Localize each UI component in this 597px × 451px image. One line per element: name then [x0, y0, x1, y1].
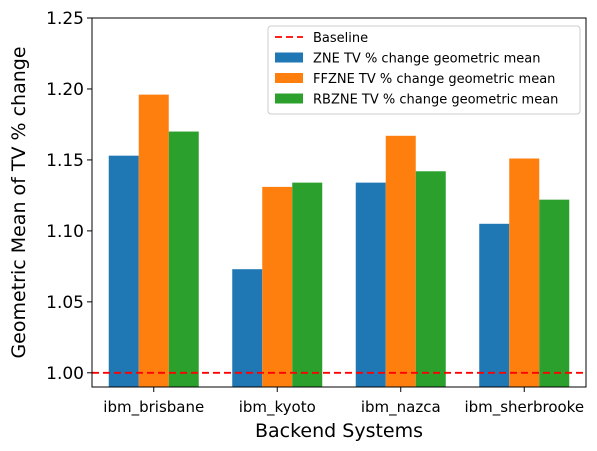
legend-swatch-series-2 — [275, 73, 303, 83]
legend-label-baseline: Baseline — [313, 31, 368, 46]
y-tick-label: 1.10 — [46, 222, 84, 242]
legend-label-series-3: RBZNE TV % change geometric mean — [313, 93, 558, 108]
bar-ibm_brisbane-series-3 — [168, 131, 199, 387]
legend-swatch-series-1 — [275, 52, 303, 63]
x-tick-label: ibm_kyoto — [239, 398, 316, 417]
bar-ibm_nazca-series-3 — [415, 171, 446, 387]
legend-box — [267, 25, 581, 115]
legend-swatch-series-3 — [275, 93, 303, 104]
bars — [108, 94, 570, 387]
legend: Baseline ZNE TV % change geometric mean F… — [267, 25, 581, 115]
bar-ibm_kyoto-series-1 — [232, 269, 263, 387]
bar-ibm_nazca-series-2 — [385, 135, 416, 387]
x-tick-label: ibm_brisbane — [103, 398, 204, 417]
bar-ibm_brisbane-series-2 — [138, 94, 169, 387]
bar-ibm_sherbrooke-series-1 — [479, 223, 510, 387]
y-tick-label: 1.25 — [46, 9, 84, 29]
y-axis-ticks: 1.00 1.05 1.10 1.15 1.20 1.25 — [46, 9, 92, 384]
y-tick-label: 1.20 — [46, 80, 84, 100]
bar-ibm_sherbrooke-series-3 — [539, 199, 570, 387]
y-tick-label: 1.15 — [46, 151, 84, 171]
legend-label-series-1: ZNE TV % change geometric mean — [313, 52, 540, 67]
bar-ibm_sherbrooke-series-2 — [509, 158, 540, 387]
x-axis-title: Backend Systems — [255, 420, 423, 442]
legend-label-series-2: FFZNE TV % change geometric mean — [313, 72, 555, 87]
bar-ibm_brisbane-series-1 — [108, 155, 139, 387]
y-tick-label: 1.05 — [46, 293, 84, 313]
y-tick-label: 1.00 — [46, 364, 84, 384]
bar-ibm_kyoto-series-3 — [292, 182, 323, 387]
y-axis-title: Geometric Mean of TV % change — [8, 46, 30, 358]
bar-ibm_nazca-series-1 — [355, 182, 386, 387]
plot-area-frame — [91, 17, 587, 388]
x-tick-label: ibm_nazca — [361, 398, 441, 417]
x-tick-label: ibm_sherbrooke — [464, 398, 584, 417]
x-axis-ticks: ibm_brisbane ibm_kyoto ibm_nazca ibm_sherbr… — [103, 387, 584, 417]
bar-ibm_kyoto-series-2 — [262, 186, 293, 387]
